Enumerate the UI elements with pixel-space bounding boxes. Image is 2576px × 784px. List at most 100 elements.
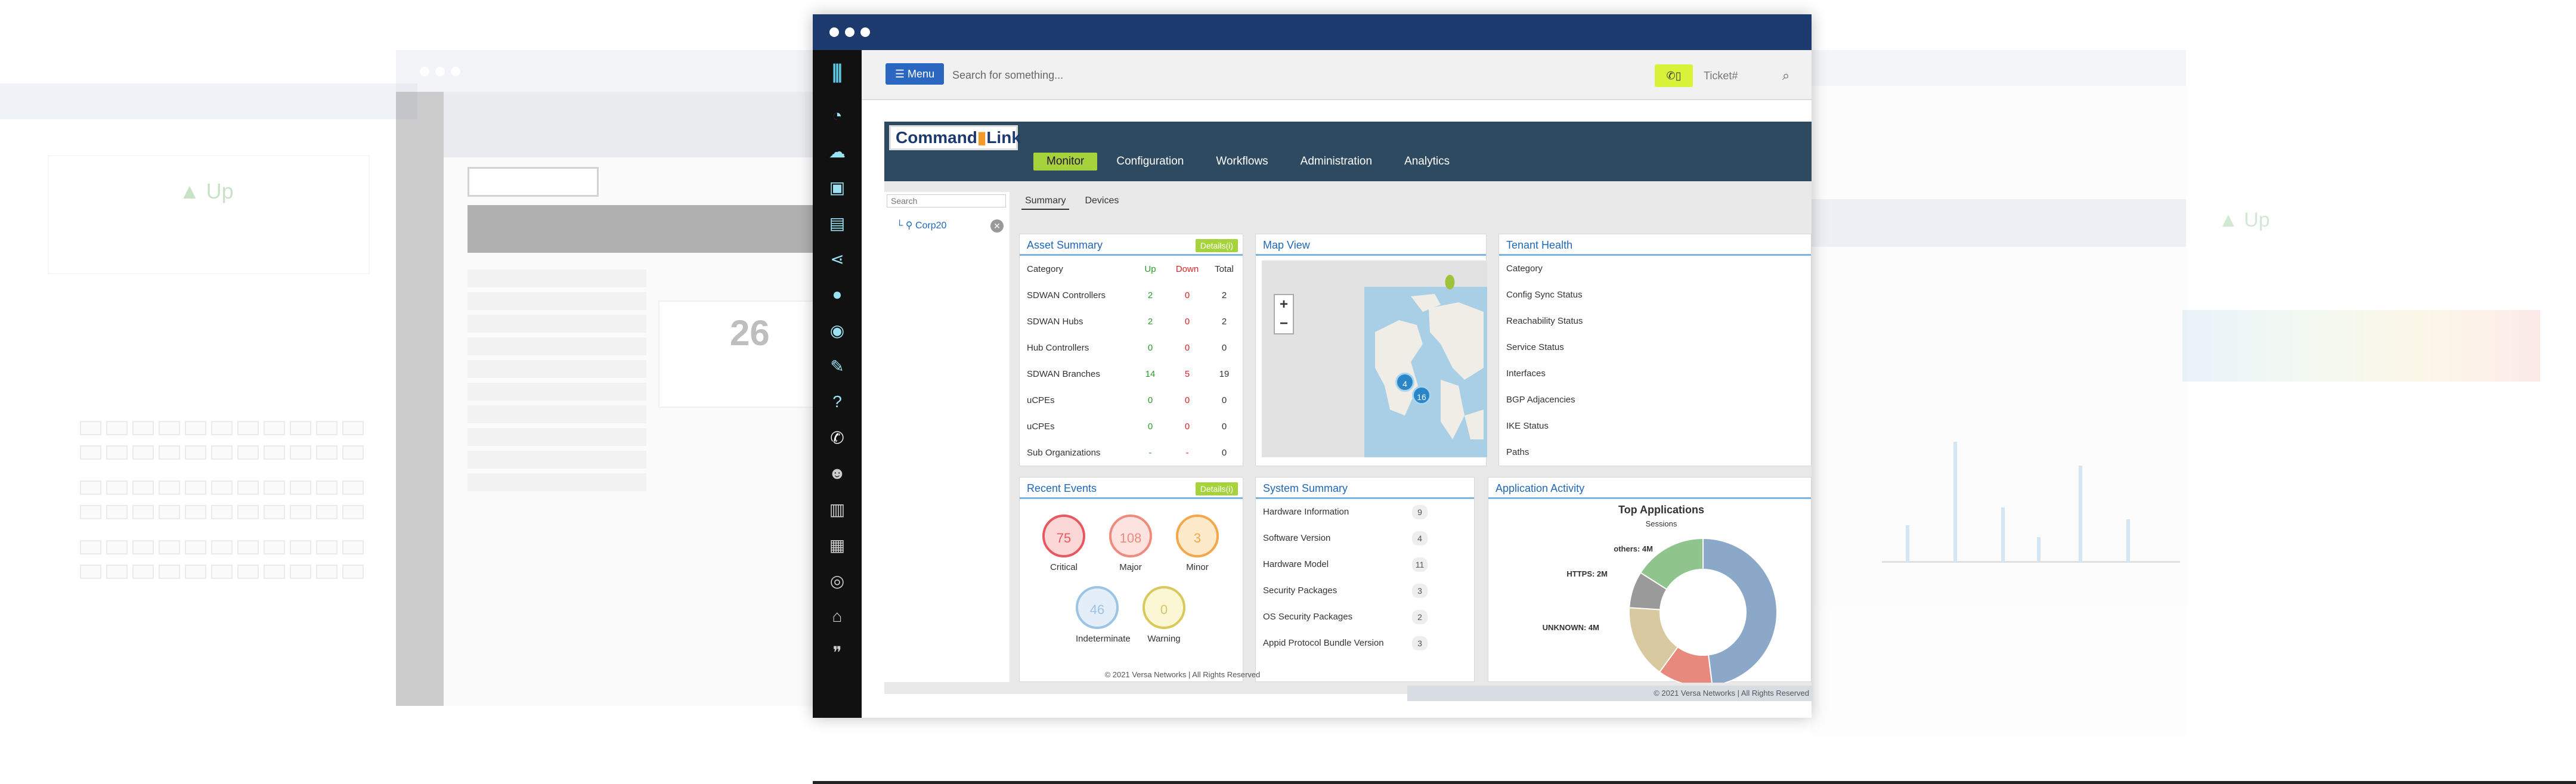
baseline-rule <box>813 781 2576 784</box>
application-activity-panel: Application Activity Top Applications Se… <box>1488 477 1812 687</box>
chart-icon[interactable]: ▥ <box>829 500 846 519</box>
user-icon[interactable]: ◉ <box>829 321 845 340</box>
briefcase-icon[interactable]: ▤ <box>829 213 846 233</box>
list-item[interactable]: Hardware Model 11 <box>1256 551 1474 578</box>
pie-slice-others[interactable] <box>1639 537 1704 590</box>
table-row[interactable]: Hub Controllers 0 0 0 <box>1027 342 1227 353</box>
events-details-button[interactable]: Details(i) <box>1195 482 1238 495</box>
application-activity-title: Application Activity <box>1496 482 1585 494</box>
col-category: Category <box>1027 264 1063 274</box>
event-minor[interactable]: 3 Minor <box>1176 515 1219 572</box>
window-titlebar <box>813 14 1812 50</box>
asset-summary-title: Asset Summary <box>1027 239 1103 251</box>
close-icon[interactable]: ✕ <box>990 219 1004 233</box>
asset-summary-panel: Asset Summary Details(i) Category Up Down… <box>1019 234 1243 466</box>
list-item[interactable]: Security Packages 3 <box>1256 578 1474 604</box>
event-critical[interactable]: 75 Critical <box>1042 515 1085 572</box>
event-warning[interactable]: 0 Warning <box>1143 586 1185 644</box>
col-total: Total <box>1215 264 1234 274</box>
col-up: Up <box>1144 264 1156 274</box>
list-item[interactable]: Paths <box>1506 447 1530 457</box>
event-major[interactable]: 108 Major <box>1109 515 1152 572</box>
nav-configuration[interactable]: Configuration <box>1116 155 1184 168</box>
nav-administration[interactable]: Administration <box>1300 155 1373 168</box>
event-indeterminate[interactable]: 46 Indeterminate <box>1076 586 1131 644</box>
brand-icon: ⫴ <box>832 60 843 87</box>
cloud-icon[interactable]: ☁ <box>829 142 846 161</box>
agent-icon[interactable]: ☻ <box>828 464 846 482</box>
list-item[interactable]: Reachability Status <box>1506 316 1583 326</box>
nav-workflows[interactable]: Workflows <box>1216 155 1268 168</box>
table-row[interactable]: SDWAN Branches 14 5 19 <box>1027 368 1230 379</box>
phone-icon[interactable]: ✆ <box>830 428 844 447</box>
label-others: others: 4M <box>1614 544 1653 553</box>
world-map <box>1364 287 1487 457</box>
location-icon[interactable]: ● <box>832 285 843 303</box>
tree-panel: └ ⚲ Corp20 ✕ <box>884 192 1010 682</box>
dashboard-icon[interactable]: ◔ <box>832 106 843 125</box>
share-icon[interactable]: ⋖ <box>830 249 844 268</box>
account-icon[interactable]: ◎ <box>829 571 845 590</box>
list-item[interactable]: IKE Status <box>1506 421 1549 431</box>
table-row[interactable]: SDWAN Controllers 2 0 2 <box>1027 290 1227 300</box>
footer-text: © 2021 Versa Networks | All Rights Reser… <box>1104 670 1261 679</box>
content-area: └ ⚲ Corp20 ✕ Summary Devices Asset Summa… <box>884 181 1812 694</box>
tenant-health-panel: Tenant Health Category Config Sync Statu… <box>1498 234 1812 466</box>
pie-slice-largest[interactable] <box>1702 537 1778 687</box>
tree-search-input[interactable] <box>887 194 1006 207</box>
background-window-far-right: ▲ Up <box>2182 191 2576 727</box>
list-item[interactable]: OS Security Packages 2 <box>1256 604 1474 630</box>
map-view-title: Map View <box>1263 239 1310 251</box>
system-summary-title: System Summary <box>1263 482 1348 494</box>
tab-summary[interactable]: Summary <box>1021 193 1070 210</box>
chart-title: Top Applications <box>1618 504 1704 516</box>
background-footer: © 2021 Versa Networks | All Rights Reser… <box>1407 686 1813 701</box>
ticket-input[interactable] <box>1702 64 1774 87</box>
list-item[interactable]: BGP Adjacencies <box>1506 395 1575 405</box>
table-row[interactable]: uCPEs 0 0 0 <box>1027 421 1227 432</box>
map-canvas[interactable]: + − 4 16 ⬮ <box>1262 261 1487 457</box>
top-applications-chart: Top Applications Sessions others: 4M HTT… <box>1543 504 1778 687</box>
list-item[interactable]: Interfaces <box>1506 368 1546 379</box>
top-bar: ☰ Menu ✆▯ ⌕ <box>862 50 1812 100</box>
background-window-right <box>1810 50 2186 736</box>
list-item[interactable]: Software Version 4 <box>1256 525 1474 551</box>
nav-monitor[interactable]: Monitor <box>1033 153 1098 171</box>
global-search-input[interactable] <box>951 66 1309 85</box>
nav-analytics[interactable]: Analytics <box>1404 155 1450 168</box>
asset-details-button[interactable]: Details(i) <box>1195 239 1238 252</box>
map-cluster-4[interactable]: 4 <box>1395 373 1414 392</box>
map-marker-icon[interactable]: ⬮ <box>1444 272 1456 292</box>
background-window-left: 26 <box>396 50 825 706</box>
system-summary-panel: System Summary Hardware Information 9 Sof… <box>1255 477 1475 682</box>
map-cluster-16[interactable]: 16 <box>1412 386 1431 405</box>
pencil-icon[interactable]: ✎ <box>830 357 844 376</box>
recent-events-title: Recent Events <box>1027 482 1097 494</box>
tenant-health-category: Category <box>1506 264 1543 274</box>
table-row[interactable]: Sub Organizations - -0 <box>1027 447 1227 458</box>
table-row[interactable]: SDWAN Hubs 2 0 2 <box>1027 316 1227 327</box>
apps-grid-icon[interactable]: ▦ <box>829 535 846 554</box>
menu-button[interactable]: ☰ Menu <box>886 63 944 85</box>
label-https: HTTPS: 2M <box>1566 569 1608 578</box>
list-item[interactable]: Appid Protocol Bundle Version 3 <box>1256 630 1474 656</box>
help-icon[interactable]: ? <box>832 392 842 411</box>
label-unknown: UNKNOWN: 4M <box>1543 623 1599 632</box>
table-row[interactable]: uCPEs 0 0 0 <box>1027 395 1227 405</box>
edit-doc-icon[interactable]: ▣ <box>829 178 846 197</box>
background-window-far-left: ▲ Up <box>0 83 417 739</box>
col-down: Down <box>1175 264 1199 274</box>
search-icon[interactable]: ⌕ <box>1782 68 1790 83</box>
tree-node-corp20[interactable]: └ ⚲ Corp20 <box>896 221 947 231</box>
tab-devices[interactable]: Devices <box>1085 196 1119 206</box>
quote-icon[interactable]: ❞ <box>832 643 842 662</box>
chart-subtitle: Sessions <box>1646 519 1677 528</box>
commandlink-logo: Command▮Link <box>889 125 1021 150</box>
left-sidebar: ⫴ ◔ ☁ ▣ ▤ ⋖ ● ◉ ✎ ? ✆ ☻ ▥ ▦ ◎ ⌂ ❞ <box>813 50 862 718</box>
call-button[interactable]: ✆▯ <box>1655 64 1693 87</box>
zoom-control[interactable]: + − <box>1274 294 1294 334</box>
list-item[interactable]: Service Status <box>1506 342 1564 352</box>
list-item[interactable]: Hardware Information 9 <box>1256 499 1474 525</box>
bank-icon[interactable]: ⌂ <box>832 607 843 625</box>
list-item[interactable]: Config Sync Status <box>1506 290 1583 300</box>
